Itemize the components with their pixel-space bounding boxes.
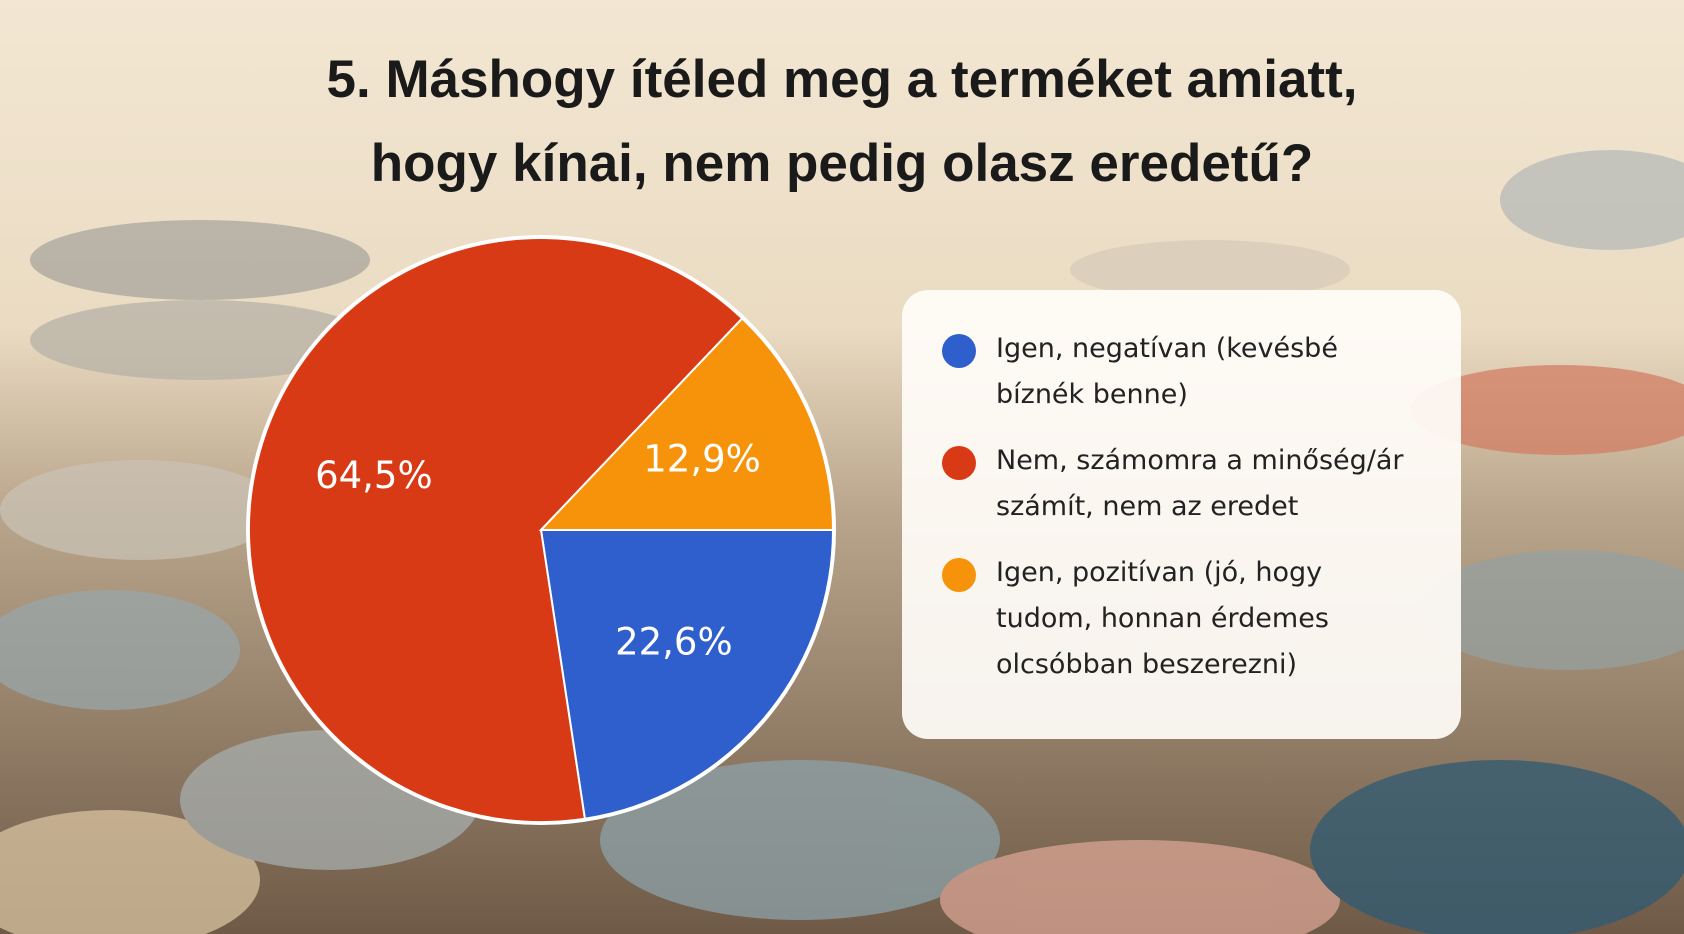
pie-slice: [248, 237, 744, 823]
legend-item: Igen, pozitívan (jó, hogy tudom, honnan …: [942, 554, 1425, 688]
legend-label: Nem, számomra a minőség/ár számít, nem a…: [996, 445, 1404, 522]
legend-label: Igen, negatívan (kevésbé bíznék benne): [996, 333, 1338, 410]
legend: Igen, negatívan (kevésbé bíznék benne) Ne…: [902, 290, 1461, 739]
slice-label: 12,9%: [643, 437, 761, 480]
legend-label: Igen, pozitívan (jó, hogy tudom, honnan …: [996, 557, 1329, 680]
legend-swatch: [942, 446, 976, 480]
legend-swatch: [942, 334, 976, 368]
slice-label: 22,6%: [615, 621, 733, 664]
legend-swatch: [942, 558, 976, 592]
pie-slice: [539, 529, 835, 820]
chart-title: 5. Máshogy ítéled meg a terméket amiatt,…: [326, 50, 1358, 193]
legend-item: Nem, számomra a minőség/ár számít, nem a…: [942, 442, 1425, 530]
slice-label: 64,5%: [315, 454, 433, 497]
legend-item: Igen, negatívan (kevésbé bíznék benne): [942, 330, 1425, 418]
pie-slice: [538, 316, 835, 531]
